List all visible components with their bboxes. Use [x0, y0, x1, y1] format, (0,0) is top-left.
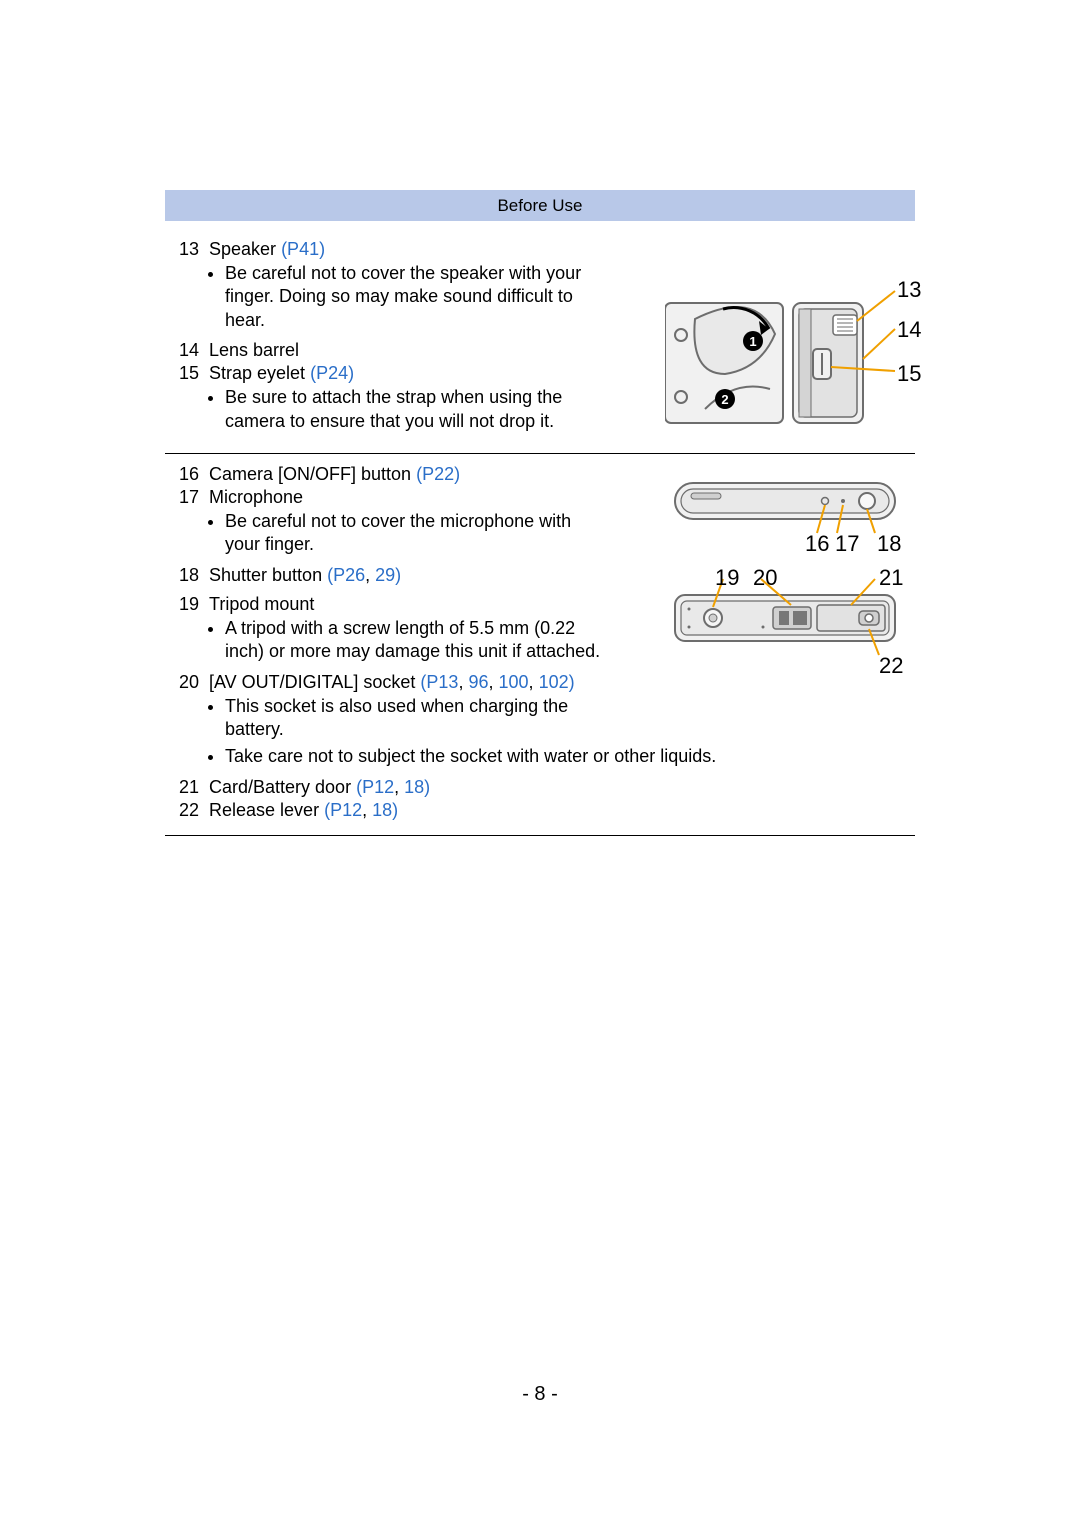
item-label: Shutter button	[209, 565, 322, 585]
comma: ,	[365, 565, 375, 585]
marker-2: 2	[721, 392, 728, 407]
item-label: [AV OUT/DIGITAL] socket	[209, 672, 415, 692]
section-header: Before Use	[165, 190, 915, 221]
item-number: 17	[165, 487, 209, 563]
item-body: Release lever (P12, 18)	[209, 800, 915, 821]
comma: ,	[362, 800, 372, 820]
comma: ,	[458, 672, 468, 692]
page-ref-link[interactable]: 102)	[539, 672, 575, 692]
item-notes: Be careful not to cover the speaker with…	[209, 262, 605, 332]
item-number: 15	[165, 363, 209, 439]
note: This socket is also used when charging t…	[225, 695, 605, 742]
item-20: 20 [AV OUT/DIGITAL] socket (P13, 96, 100…	[165, 672, 605, 748]
callout-20: 20	[753, 565, 777, 591]
item-20-note-wide: Take care not to subject the socket with…	[165, 749, 915, 774]
item-label: Lens barrel	[209, 340, 299, 360]
note: Be sure to attach the strap when using t…	[225, 386, 605, 433]
item-body: Tripod mount A tripod with a screw lengt…	[209, 594, 605, 670]
item-label: Tripod mount	[209, 594, 314, 614]
item-label: Strap eyelet	[209, 363, 305, 383]
callout-18: 18	[877, 531, 901, 557]
item-number: 14	[165, 340, 209, 361]
page-number: - 8 -	[0, 1383, 1080, 1406]
item-14: 14 Lens barrel	[165, 340, 605, 361]
marker-1: 1	[749, 334, 756, 349]
page-ref-link[interactable]: 18)	[404, 777, 430, 797]
page-ref-link[interactable]: (P24)	[310, 363, 354, 383]
item-16: 16 Camera [ON/OFF] button (P22)	[165, 464, 605, 485]
spacer	[165, 749, 209, 774]
note: Be careful not to cover the speaker with…	[225, 262, 605, 332]
callout-15: 15	[897, 361, 921, 387]
callout-22: 22	[879, 653, 903, 679]
item-label: Release lever	[209, 800, 319, 820]
item-number: 22	[165, 800, 209, 821]
item-body: Take care not to subject the socket with…	[209, 749, 915, 774]
divider	[165, 453, 915, 454]
item-18: 18 Shutter button (P26, 29)	[165, 565, 605, 586]
item-body: Card/Battery door (P12, 18)	[209, 777, 915, 798]
callout-17: 17	[835, 531, 859, 557]
item-22: 22 Release lever (P12, 18)	[165, 800, 915, 821]
item-body: Microphone Be careful not to cover the m…	[209, 487, 605, 563]
item-number: 19	[165, 594, 209, 670]
page-ref-link[interactable]: (P12	[356, 777, 394, 797]
note: A tripod with a screw length of 5.5 mm (…	[225, 617, 605, 664]
page-ref-link[interactable]: 29)	[375, 565, 401, 585]
item-number: 21	[165, 777, 209, 798]
content-area: 13 Speaker (P41) Be careful not to cover…	[165, 239, 915, 836]
note: Be careful not to cover the microphone w…	[225, 510, 605, 557]
page: Before Use 13 Speaker (P41) Be careful n…	[0, 0, 1080, 1526]
item-body: Strap eyelet (P24) Be sure to attach the…	[209, 363, 605, 439]
page-ref-link[interactable]: 100	[499, 672, 529, 692]
item-number: 20	[165, 672, 209, 748]
page-ref-link[interactable]: (P13	[420, 672, 458, 692]
page-ref-link[interactable]: (P22)	[416, 464, 460, 484]
item-label: Microphone	[209, 487, 303, 507]
callout-16: 16	[805, 531, 829, 557]
callout-21: 21	[879, 565, 903, 591]
item-number: 16	[165, 464, 209, 485]
section-1-list: 13 Speaker (P41) Be careful not to cover…	[165, 239, 605, 439]
item-body: [AV OUT/DIGITAL] socket (P13, 96, 100, 1…	[209, 672, 605, 748]
callout-19: 19	[715, 565, 739, 591]
item-body: Camera [ON/OFF] button (P22)	[209, 464, 605, 485]
divider	[165, 835, 915, 836]
item-17: 17 Microphone Be careful not to cover th…	[165, 487, 605, 563]
item-13: 13 Speaker (P41) Be careful not to cover…	[165, 239, 605, 338]
item-notes: A tripod with a screw length of 5.5 mm (…	[209, 617, 605, 664]
item-notes: Be sure to attach the strap when using t…	[209, 386, 605, 433]
item-label: Speaker	[209, 239, 276, 259]
item-number: 13	[165, 239, 209, 338]
item-15: 15 Strap eyelet (P24) Be sure to attach …	[165, 363, 605, 439]
page-ref-link[interactable]: (P41)	[281, 239, 325, 259]
item-body: Lens barrel	[209, 340, 605, 361]
item-body: Speaker (P41) Be careful not to cover th…	[209, 239, 605, 338]
page-ref-link[interactable]: (P12	[324, 800, 362, 820]
item-body: Shutter button (P26, 29)	[209, 565, 605, 586]
page-ref-link[interactable]: 96	[468, 672, 488, 692]
camera-top-bottom-diagram: 16 17 18 19 20 21 22	[665, 479, 925, 679]
page-ref-link[interactable]: 18)	[372, 800, 398, 820]
item-19: 19 Tripod mount A tripod with a screw le…	[165, 594, 605, 670]
comma: ,	[529, 672, 539, 692]
item-21: 21 Card/Battery door (P12, 18)	[165, 777, 915, 798]
item-number: 18	[165, 565, 209, 586]
item-notes: Take care not to subject the socket with…	[209, 745, 915, 768]
item-notes: This socket is also used when charging t…	[209, 695, 605, 742]
callout-13: 13	[897, 277, 921, 303]
page-ref-link[interactable]: (P26	[327, 565, 365, 585]
note: Take care not to subject the socket with…	[225, 745, 915, 768]
item-label: Card/Battery door	[209, 777, 351, 797]
camera-side-diagram: 1 2	[665, 279, 925, 449]
comma: ,	[394, 777, 404, 797]
item-notes: Be careful not to cover the microphone w…	[209, 510, 605, 557]
item-label: Camera [ON/OFF] button	[209, 464, 411, 484]
comma: ,	[488, 672, 498, 692]
callout-14: 14	[897, 317, 921, 343]
camera-side-svg: 1 2	[665, 279, 925, 449]
